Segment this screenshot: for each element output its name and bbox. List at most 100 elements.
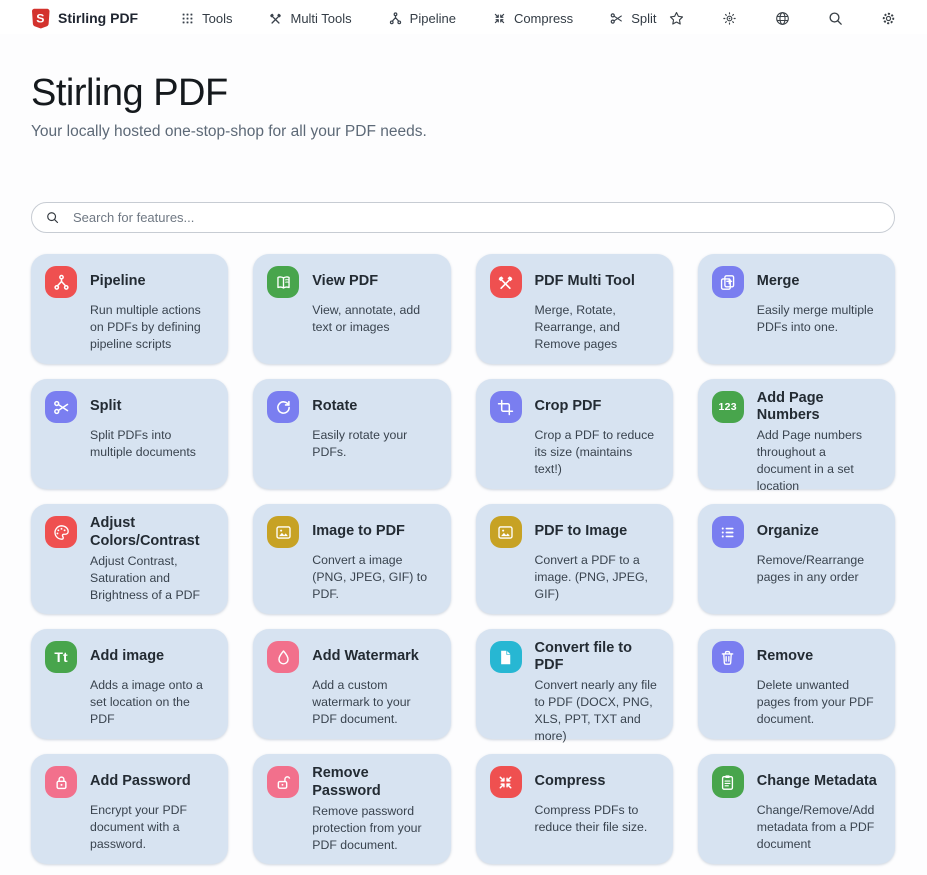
settings-gear-icon[interactable] — [880, 10, 897, 27]
card-title: Organize — [756, 523, 819, 540]
text-tt-icon: Tt — [45, 641, 77, 673]
card-compress[interactable]: Compress Compress PDFs to reduce their f… — [475, 754, 673, 864]
page-subtitle: Your locally hosted one-stop-shop for al… — [31, 123, 427, 140]
feature-search-bar[interactable] — [31, 202, 895, 233]
card-description: Remove password protection from your PDF… — [312, 804, 422, 853]
card-organize[interactable]: Organize Remove/Rearrange pages in any o… — [697, 504, 895, 614]
merge-icon — [711, 266, 744, 298]
scissors-icon — [45, 391, 77, 423]
card-adjust-colors-contrast[interactable]: Adjust Colors/Contrast Adjust Contrast, … — [31, 504, 229, 614]
brand-label: Stirling PDF — [58, 10, 139, 26]
card-title: Rotate — [312, 398, 358, 415]
card-pipeline[interactable]: Pipeline Run multiple actions on PDFs by… — [31, 254, 229, 364]
card-title: PDF to Image — [534, 523, 628, 540]
card-description: Convert a PDF to a image. (PNG, JPEG, GI… — [534, 553, 648, 601]
rotate-icon — [267, 391, 300, 423]
search-icon — [45, 210, 60, 225]
nav-item-multi-tools[interactable]: Multi Tools — [268, 10, 352, 26]
card-description: Add a custom watermark to your PDF docum… — [312, 678, 411, 726]
nav-item-compress[interactable]: Compress — [492, 11, 573, 26]
card-title: Image to PDF — [312, 523, 405, 540]
card-title: Compress — [534, 773, 606, 790]
card-split[interactable]: Split Split PDFs into multiple documents — [31, 379, 229, 489]
card-add-image[interactable]: Tt Add image Adds a image onto a set loc… — [31, 629, 229, 739]
card-title: Change Metadata — [756, 773, 877, 790]
card-title: Convert file to PDF — [534, 639, 632, 673]
card-description: Adjust Contrast, Saturation and Brightne… — [90, 554, 201, 603]
image-icon — [267, 516, 300, 548]
card-description: Convert nearly any file to PDF (DOCX, PN… — [534, 678, 657, 743]
card-description: Encrypt your PDF document with a passwor… — [90, 803, 188, 851]
card-crop-pdf[interactable]: Crop PDF Crop a PDF to reduce its size (… — [475, 379, 673, 489]
navbar-search-icon[interactable] — [827, 10, 844, 27]
card-remove[interactable]: Remove Delete unwanted pages from your P… — [697, 629, 895, 739]
favourites-star-icon[interactable] — [668, 10, 685, 27]
file-icon — [489, 641, 522, 673]
card-title: Add Password — [90, 773, 191, 790]
card-description: Split PDFs into multiple documents — [90, 428, 196, 459]
theme-toggle-sun-icon[interactable] — [721, 10, 738, 27]
feature-search-input[interactable] — [71, 209, 886, 226]
card-title: Split — [90, 398, 122, 415]
list-icon — [711, 516, 744, 548]
nav-item-label: Split — [631, 10, 657, 26]
language-globe-icon[interactable] — [774, 10, 791, 27]
nav-item-label: Pipeline — [409, 10, 456, 26]
card-description: Change/Remove/Add metadata from a PDF do… — [756, 803, 875, 851]
tools-icon — [489, 266, 522, 298]
card-pdf-multi-tool[interactable]: PDF Multi Tool Merge, Rotate, Rearrange,… — [475, 254, 673, 364]
card-title: Add image — [90, 648, 165, 665]
grid-icon — [180, 11, 195, 26]
brand-home-link[interactable]: S Stirling PDF — [30, 7, 138, 30]
card-title: PDF Multi Tool — [534, 273, 635, 290]
card-description: Easily merge multiple PDFs into one. — [756, 303, 874, 334]
feature-cards-grid: Pipeline Run multiple actions on PDFs by… — [31, 254, 895, 864]
card-description: Delete unwanted pages from your PDF docu… — [756, 678, 874, 726]
card-add-watermark[interactable]: Add Watermark Add a custom watermark to … — [253, 629, 451, 739]
nav-item-pipeline[interactable]: Pipeline — [388, 11, 456, 26]
nav-item-split[interactable]: Split — [609, 11, 656, 26]
card-description: Remove/Rearrange pages in any order — [756, 553, 865, 584]
card-pdf-to-image[interactable]: PDF to Image Convert a PDF to a image. (… — [475, 504, 673, 614]
nav-item-label: Compress — [513, 10, 574, 26]
book-icon — [267, 266, 300, 298]
card-add-page-numbers[interactable]: 123 Add Page Numbers Add Page numbers th… — [697, 379, 895, 493]
card-image-to-pdf[interactable]: Image to PDF Convert a image (PNG, JPEG,… — [253, 504, 451, 614]
card-title: Pipeline — [90, 273, 146, 290]
card-change-metadata[interactable]: Change Metadata Change/Remove/Add metada… — [697, 754, 895, 864]
svg-text:S: S — [36, 11, 44, 25]
card-rotate[interactable]: Rotate Easily rotate your PDFs. — [253, 379, 451, 489]
card-title: View PDF — [312, 273, 379, 290]
card-description: Add Page numbers throughout a document i… — [756, 428, 863, 493]
compress-icon — [489, 766, 522, 798]
card-description: Compress PDFs to reduce their file size. — [534, 803, 648, 834]
nav-item-label: Multi Tools — [290, 10, 352, 26]
scissors-icon — [609, 11, 624, 26]
numbers-123-icon: 123 — [711, 391, 744, 423]
card-add-password[interactable]: Add Password Encrypt your PDF document w… — [31, 754, 229, 864]
trash-icon — [711, 641, 744, 673]
card-title: Merge — [756, 273, 800, 290]
top-navbar: S Stirling PDF Tools Multi Tools Pipelin… — [0, 0, 927, 34]
pipeline-icon — [388, 11, 403, 26]
card-description: Crop a PDF to reduce its size (maintains… — [534, 428, 655, 476]
pipeline-icon — [45, 266, 77, 298]
nav-menu: Tools Multi Tools Pipeline Compress Spli… — [180, 11, 656, 26]
palette-icon — [45, 516, 77, 548]
card-title: Add Watermark — [312, 648, 419, 665]
card-view-pdf[interactable]: View PDF View, annotate, add text or ima… — [253, 254, 451, 364]
card-convert-file-to-pdf[interactable]: Convert file to PDF Convert nearly any f… — [475, 629, 673, 743]
card-remove-password[interactable]: Remove Password Remove password protecti… — [253, 754, 451, 864]
card-description: View, annotate, add text or images — [312, 303, 421, 334]
card-description: Merge, Rotate, Rearrange, and Remove pag… — [534, 303, 620, 351]
unlock-icon — [267, 766, 300, 798]
card-merge[interactable]: Merge Easily merge multiple PDFs into on… — [697, 254, 895, 364]
crop-icon — [489, 391, 522, 423]
tools-icon — [268, 11, 283, 26]
card-description: Run multiple actions on PDFs by defining… — [90, 303, 201, 351]
main-content: Stirling PDF Your locally hosted one-sto… — [0, 72, 927, 864]
droplet-icon — [267, 641, 300, 673]
compress-icon — [492, 11, 507, 26]
nav-item-tools[interactable]: Tools — [180, 11, 232, 26]
card-title: Adjust Colors/Contrast — [90, 515, 200, 549]
